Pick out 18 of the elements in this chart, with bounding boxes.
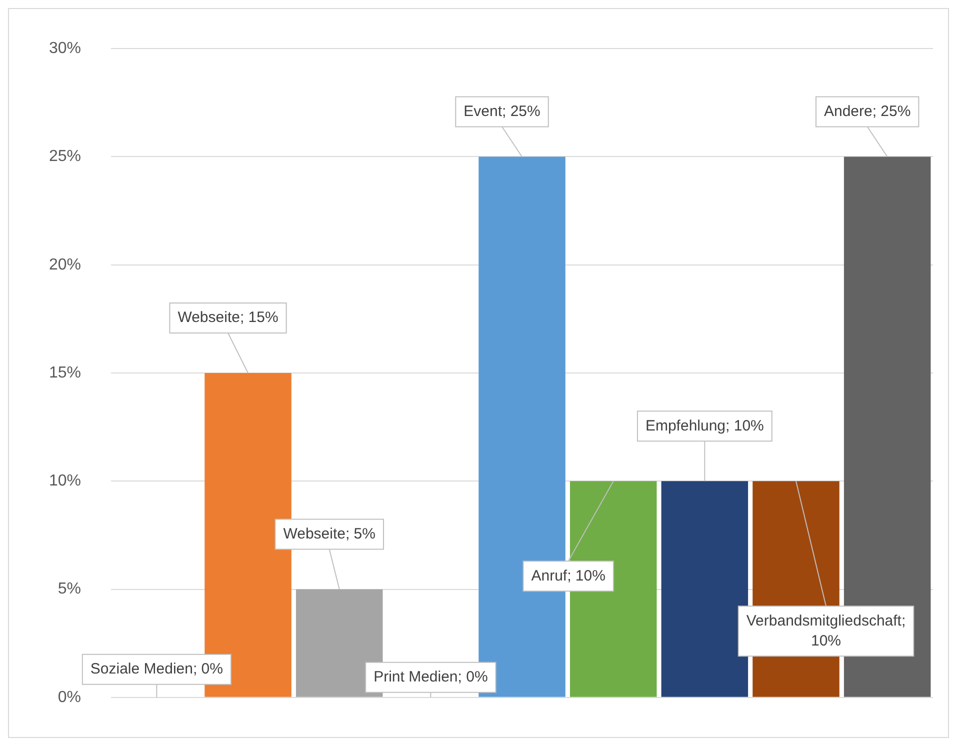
bar (661, 481, 748, 697)
data-label: Andere; 25% (824, 102, 911, 120)
y-tick-label: 15% (48, 364, 82, 382)
y-tick-label: 30% (48, 40, 82, 58)
y-tick-label: 20% (48, 256, 82, 274)
y-tick-label: 25% (48, 148, 82, 166)
y-tick-label: 0% (58, 688, 82, 706)
y-tick-label: 5% (58, 580, 82, 598)
data-label: Verbandsmitgliedschaft; 10% (746, 612, 906, 650)
y-tick-label: 10% (48, 472, 82, 490)
bar (570, 481, 657, 697)
data-label: Print Medien; 0% (374, 668, 488, 686)
data-label: Event; 25% (464, 102, 540, 120)
data-label: Webseite; 15% (178, 309, 278, 326)
data-label: Soziale Medien; 0% (90, 660, 223, 678)
data-label: Webseite; 5% (283, 525, 376, 542)
data-label: Anruf; 10% (531, 567, 606, 584)
data-label: Empfehlung; 10% (645, 417, 764, 434)
